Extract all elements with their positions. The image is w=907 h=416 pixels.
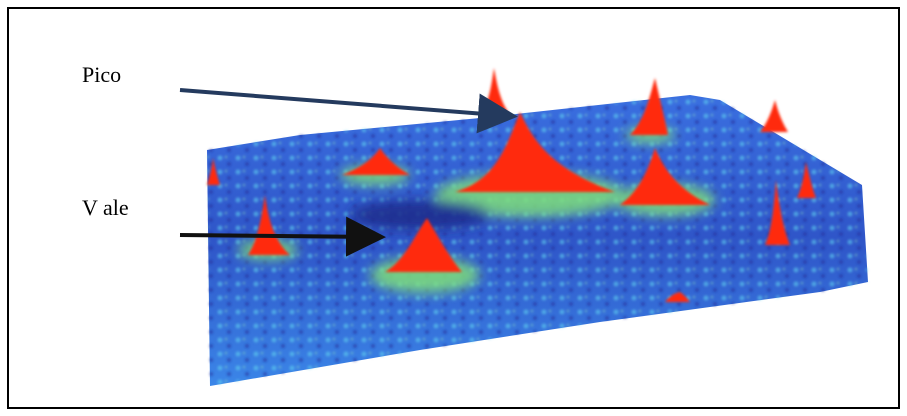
peak-label: Pico	[82, 62, 121, 87]
valley-label: V ale	[82, 195, 129, 220]
page: Pico V ale (() => { const data = JSON.pa…	[0, 0, 907, 416]
valley-arrow	[180, 235, 378, 237]
figure: Pico V ale	[0, 0, 907, 416]
